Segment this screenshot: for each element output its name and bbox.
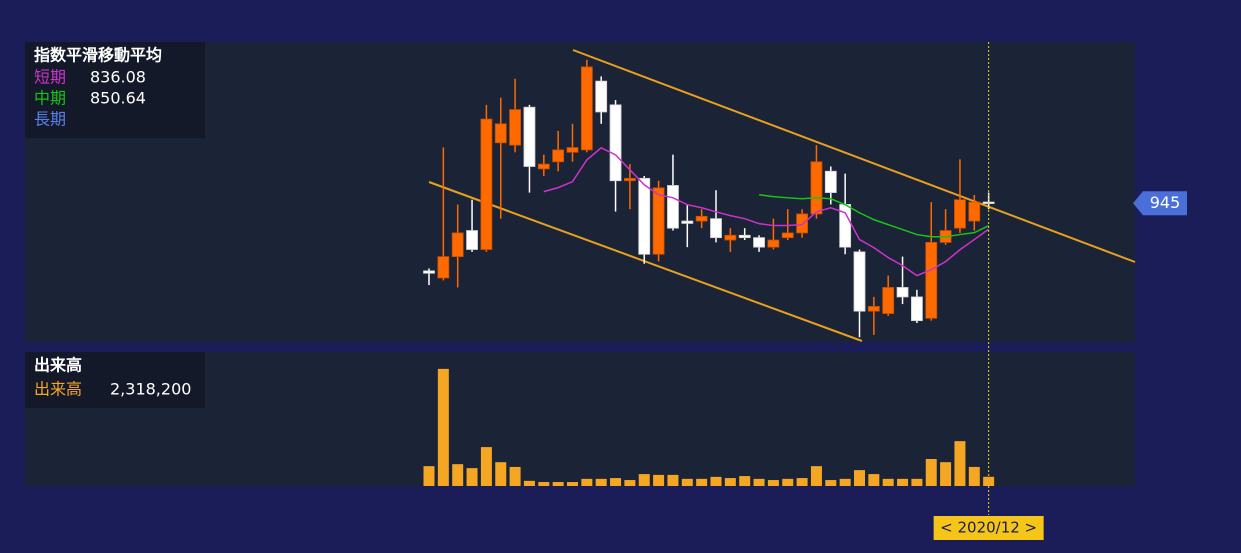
candle-body	[667, 185, 679, 229]
candle-body	[710, 218, 722, 239]
volume-bar	[825, 480, 837, 486]
volume-bar	[567, 482, 578, 486]
ema-line	[758, 193, 989, 238]
candle-body	[624, 177, 636, 182]
volume-bar	[552, 482, 564, 486]
volume-bar	[495, 462, 507, 486]
legend-label: 長期	[34, 110, 66, 129]
price-tag	[1133, 191, 1187, 216]
candle-body	[494, 123, 507, 144]
price-tag-label: 945	[1150, 193, 1181, 212]
volume-bar	[897, 478, 909, 486]
candle-body	[896, 287, 909, 298]
candle-body	[968, 201, 981, 222]
candle-body	[423, 270, 435, 274]
candle-body	[466, 230, 478, 250]
candle-body	[509, 109, 522, 146]
trend-line	[572, 49, 1136, 263]
volume-bar	[983, 476, 995, 486]
legend-value: 836.08	[90, 68, 146, 87]
candle-body	[695, 215, 708, 222]
marks	[423, 42, 995, 515]
legend-label: 出来高	[34, 380, 82, 399]
legend-box	[25, 42, 205, 138]
volume-bar	[509, 466, 521, 486]
volume-bar	[882, 478, 894, 486]
volume-bar	[767, 480, 779, 486]
candle-body	[882, 287, 895, 314]
volume-bar	[610, 478, 622, 486]
volume-bar	[581, 478, 593, 486]
volume-bar	[968, 466, 980, 486]
candle-body	[810, 161, 823, 215]
volume-bar	[523, 480, 535, 486]
legend-title: 指数平滑移動平均	[34, 46, 162, 65]
candle-body	[954, 199, 966, 229]
candle-body	[638, 177, 651, 255]
volume-bar	[681, 478, 693, 486]
volume-bar	[653, 474, 665, 486]
candle-body	[609, 104, 622, 182]
candle-body	[767, 239, 780, 248]
candle-body	[796, 213, 808, 234]
volume-bar	[739, 476, 751, 486]
candle-body	[566, 147, 579, 153]
volume-bar	[925, 459, 937, 486]
volume-bar	[696, 478, 708, 486]
volume-bar	[595, 478, 607, 486]
candle-body	[824, 170, 837, 193]
volume-bar	[911, 478, 923, 486]
volume-bar	[452, 464, 464, 486]
candle-body	[724, 234, 737, 241]
legend-value: 850.64	[90, 89, 146, 108]
candle-body	[595, 80, 608, 113]
candle-body	[451, 232, 464, 258]
legend-box	[25, 352, 205, 408]
candle-body	[753, 237, 765, 248]
volume-bar	[538, 482, 550, 486]
legend-title: 出来高	[34, 356, 82, 375]
candle-body	[523, 106, 536, 167]
volume-bar	[839, 478, 851, 486]
candle-body	[480, 118, 493, 250]
volume-bar	[480, 447, 492, 486]
volume-bar	[940, 462, 952, 486]
volume-bar	[810, 466, 822, 486]
volume-bar	[782, 478, 794, 486]
legend-label: 短期	[34, 68, 66, 87]
volume-bar	[437, 368, 449, 486]
candle-body	[580, 66, 593, 151]
candle-body	[552, 149, 565, 163]
volume-bar	[796, 478, 808, 486]
ema-line	[543, 146, 990, 277]
legend-label: 中期	[34, 89, 66, 108]
volume-bar	[638, 474, 650, 486]
candle-body	[925, 241, 938, 319]
volume-bar	[753, 478, 765, 486]
candle-body	[652, 187, 665, 255]
volume-bar	[854, 470, 865, 486]
candle-body	[437, 256, 450, 279]
legend-value: 2,318,200	[110, 380, 191, 399]
cursor-label: < 2020/12 >	[940, 519, 1037, 537]
volume-bar	[954, 441, 966, 486]
candle-body	[781, 232, 794, 239]
candle-body	[681, 220, 694, 224]
volume-bar	[667, 474, 679, 486]
volume-bar	[710, 476, 722, 486]
candle-body	[853, 251, 866, 312]
volume-bar	[466, 468, 478, 486]
candle-body	[867, 306, 880, 312]
volume-bar	[423, 466, 435, 486]
volume-bar	[624, 480, 636, 486]
axes: 945 < 2020/12 >	[933, 191, 1187, 540]
candle-body	[911, 296, 923, 322]
candle-body	[537, 163, 550, 170]
cursor-box	[933, 516, 1044, 540]
volume-bar	[724, 478, 736, 486]
candle-body	[738, 234, 751, 239]
volume-bar	[868, 474, 880, 486]
